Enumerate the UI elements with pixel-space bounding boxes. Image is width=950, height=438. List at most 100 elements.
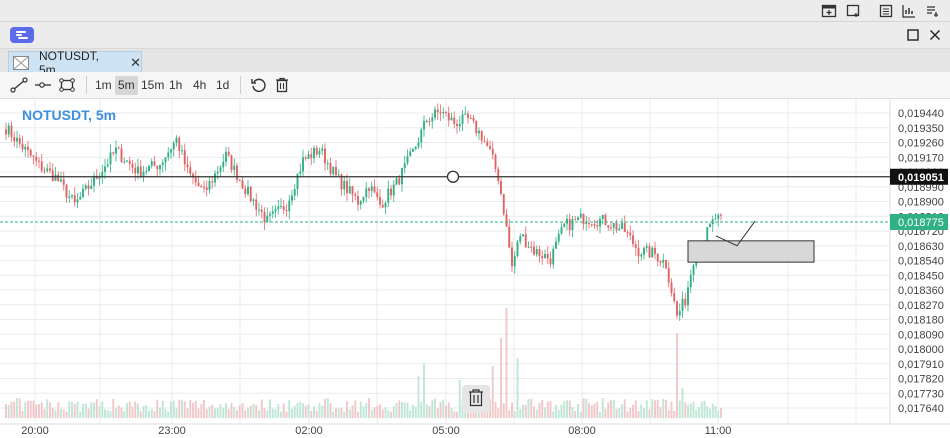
candle-body <box>709 224 711 228</box>
volume-bar <box>673 410 676 418</box>
candle-body <box>227 151 230 156</box>
candle-body <box>216 171 219 174</box>
chart-area[interactable]: 0,0194400,0193500,0192600,0191700,019080… <box>0 99 950 438</box>
candle-body <box>106 164 109 167</box>
candle-body <box>632 235 634 245</box>
close-tab-icon[interactable]: ✕ <box>130 54 141 70</box>
candle-body <box>560 227 563 234</box>
add-window-icon[interactable] <box>820 2 838 20</box>
volume-bar <box>310 410 313 418</box>
volume-bar <box>566 399 568 418</box>
rectangle-icon[interactable] <box>57 76 77 94</box>
volume-bar <box>645 400 648 418</box>
candle-body <box>244 188 247 195</box>
candle-body <box>247 186 249 195</box>
candle-body <box>423 121 425 130</box>
candle-body <box>249 186 252 201</box>
volume-bar <box>651 399 654 418</box>
candle-body <box>670 282 673 293</box>
horizontal-ray-icon[interactable] <box>33 76 53 94</box>
price-tick-label: 0,018090 <box>898 329 944 341</box>
candle-body <box>194 177 197 183</box>
volume-bar <box>178 399 181 418</box>
trash-icon[interactable] <box>272 76 292 94</box>
maximize-icon[interactable] <box>904 26 922 44</box>
candle-body <box>148 165 150 171</box>
volume-bar <box>607 402 610 418</box>
volume-bar <box>175 407 178 418</box>
volume-bar <box>101 401 104 418</box>
order-list-icon[interactable] <box>924 2 942 20</box>
delete-drawing-trash-icon <box>469 389 483 407</box>
candle-body <box>38 160 40 162</box>
timeframe-15m[interactable]: 15m <box>141 78 165 92</box>
candle-body <box>186 164 189 168</box>
volume-bar <box>321 405 324 418</box>
candle-body <box>277 206 280 210</box>
horizontal-line-handle <box>446 170 460 183</box>
volume-bar <box>376 405 379 418</box>
volume-bar <box>13 401 16 418</box>
volume-bar <box>79 411 82 418</box>
candle-body <box>238 179 241 181</box>
volume-bar <box>335 408 337 418</box>
volume-bar <box>238 405 241 418</box>
candle-body <box>599 218 601 227</box>
timeframe-1m[interactable]: 1m <box>95 78 112 92</box>
price-axis <box>890 99 950 438</box>
add-chart-icon[interactable] <box>845 2 863 20</box>
chart-tab[interactable]: NOTUSDT, 5m ✕ <box>8 49 142 77</box>
candle-body <box>450 117 453 121</box>
horizontal-line-price-tag <box>890 168 948 185</box>
volume-bar <box>29 400 32 418</box>
candle-body <box>467 113 469 118</box>
volume-bar <box>7 405 10 418</box>
candle-body <box>717 214 720 219</box>
candle-body <box>524 234 527 248</box>
chart-tab-icon <box>13 55 29 70</box>
candle-body <box>720 214 722 216</box>
candle-body <box>568 218 571 230</box>
delete-drawing-button <box>462 385 490 413</box>
candle-body <box>535 249 538 255</box>
volume-bar <box>494 402 497 418</box>
volume-bar <box>142 405 145 418</box>
candle-body <box>258 209 260 211</box>
timeframe-5m[interactable]: 5m <box>115 76 138 95</box>
list-icon[interactable] <box>877 2 895 20</box>
volume-bar <box>574 410 577 418</box>
volume-bar <box>442 399 445 418</box>
close-window-icon[interactable] <box>926 26 944 44</box>
volume-bar <box>640 404 643 418</box>
volume-bar <box>656 399 659 418</box>
candle-body <box>530 246 533 248</box>
candle-body <box>104 166 106 172</box>
volume-bar <box>156 399 159 418</box>
volume-bar <box>599 411 601 418</box>
candle-body <box>203 187 205 189</box>
undo-icon[interactable] <box>248 76 268 94</box>
candle-body <box>373 186 376 193</box>
candle-body <box>285 210 288 212</box>
price-chart[interactable]: 0,0194400,0193500,0192600,0191700,019080… <box>0 99 950 438</box>
last-price-tag <box>890 213 948 230</box>
volume-bar <box>51 407 54 418</box>
volume-bar <box>84 403 87 418</box>
volume-bar <box>211 404 214 418</box>
trendline-drawing <box>715 220 756 247</box>
bar-settings-icon[interactable] <box>900 2 918 20</box>
candle-body <box>335 166 337 176</box>
trendline-icon[interactable] <box>9 76 29 94</box>
candle-body <box>156 165 159 170</box>
candle-body <box>296 173 299 190</box>
volume-bar <box>522 404 524 418</box>
timeframe-1d[interactable]: 1d <box>216 78 230 92</box>
window-titlebar <box>0 22 950 48</box>
candle-body <box>379 197 381 205</box>
candle-body <box>392 184 395 196</box>
timeframe-4h[interactable]: 4h <box>193 78 207 92</box>
volume-bar <box>167 411 170 418</box>
candle-body <box>117 147 120 149</box>
timeframe-1h[interactable]: 1h <box>169 78 183 92</box>
volume-bar <box>392 405 395 418</box>
